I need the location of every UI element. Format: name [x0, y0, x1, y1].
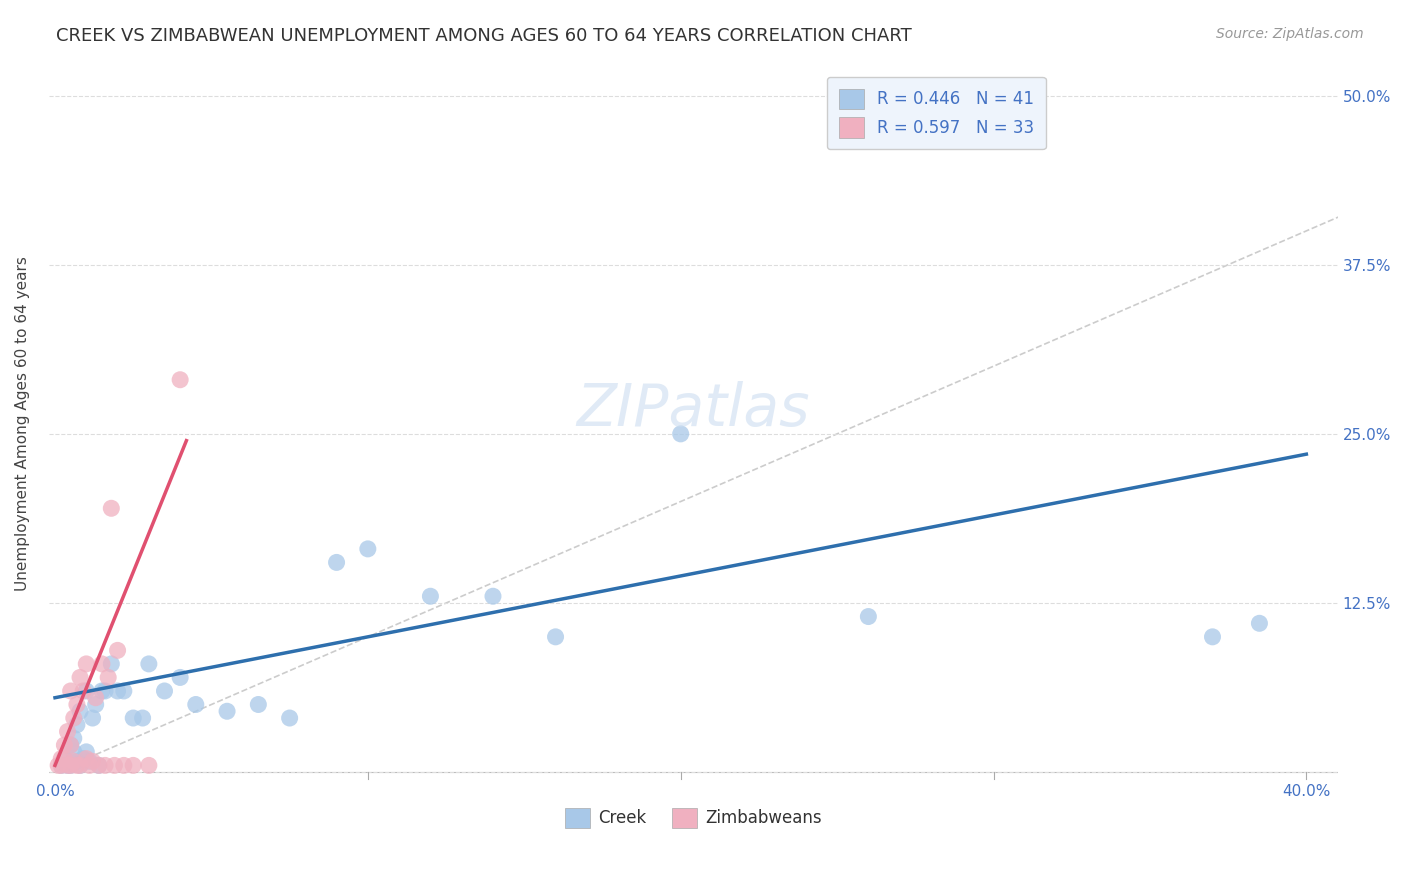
Point — [75, 751, 97, 765]
Point — [482, 589, 505, 603]
Point — [69, 704, 91, 718]
Point — [107, 643, 129, 657]
Point — [56, 758, 79, 772]
Point — [138, 657, 160, 671]
Point — [122, 758, 145, 772]
Point — [1249, 616, 1271, 631]
Point — [72, 684, 94, 698]
Legend: Creek, Zimbabweans: Creek, Zimbabweans — [558, 801, 828, 835]
Point — [278, 711, 301, 725]
Point — [131, 711, 153, 725]
Point — [59, 738, 82, 752]
Point — [112, 684, 135, 698]
Point — [107, 684, 129, 698]
Point — [51, 758, 73, 772]
Point — [84, 690, 107, 705]
Point — [1201, 630, 1223, 644]
Point — [100, 501, 122, 516]
Point — [56, 724, 79, 739]
Point — [169, 373, 191, 387]
Point — [544, 630, 567, 644]
Text: ZIPatlas: ZIPatlas — [576, 381, 810, 438]
Point — [90, 684, 112, 698]
Point — [357, 541, 380, 556]
Point — [53, 751, 76, 765]
Point — [62, 755, 84, 769]
Point — [103, 758, 125, 772]
Point — [100, 657, 122, 671]
Point — [69, 758, 91, 772]
Point — [75, 684, 97, 698]
Point — [62, 745, 84, 759]
Point — [75, 657, 97, 671]
Point — [94, 684, 117, 698]
Point — [59, 738, 82, 752]
Point — [46, 758, 69, 772]
Point — [122, 711, 145, 725]
Point — [51, 751, 73, 765]
Point — [858, 609, 880, 624]
Point — [69, 758, 91, 772]
Point — [82, 755, 104, 769]
Point — [153, 684, 176, 698]
Point — [59, 684, 82, 698]
Point — [69, 670, 91, 684]
Point — [419, 589, 441, 603]
Point — [94, 758, 117, 772]
Point — [62, 711, 84, 725]
Y-axis label: Unemployment Among Ages 60 to 64 years: Unemployment Among Ages 60 to 64 years — [15, 256, 30, 591]
Point — [84, 698, 107, 712]
Text: CREEK VS ZIMBABWEAN UNEMPLOYMENT AMONG AGES 60 TO 64 YEARS CORRELATION CHART: CREEK VS ZIMBABWEAN UNEMPLOYMENT AMONG A… — [56, 27, 912, 45]
Point — [75, 745, 97, 759]
Point — [87, 758, 110, 772]
Text: Source: ZipAtlas.com: Source: ZipAtlas.com — [1216, 27, 1364, 41]
Point — [53, 751, 76, 765]
Point — [87, 758, 110, 772]
Point — [79, 758, 101, 772]
Point — [669, 426, 692, 441]
Point — [72, 751, 94, 765]
Point — [56, 758, 79, 772]
Point — [325, 556, 347, 570]
Point — [59, 758, 82, 772]
Point — [79, 755, 101, 769]
Point — [138, 758, 160, 772]
Point — [247, 698, 270, 712]
Point — [66, 698, 89, 712]
Point — [215, 704, 238, 718]
Point — [59, 758, 82, 772]
Point — [169, 670, 191, 684]
Point — [66, 755, 89, 769]
Point — [112, 758, 135, 772]
Point — [53, 738, 76, 752]
Point — [62, 731, 84, 746]
Point — [90, 657, 112, 671]
Point — [66, 718, 89, 732]
Point — [184, 698, 207, 712]
Point — [66, 758, 89, 772]
Point — [97, 670, 120, 684]
Point — [82, 711, 104, 725]
Point — [51, 758, 73, 772]
